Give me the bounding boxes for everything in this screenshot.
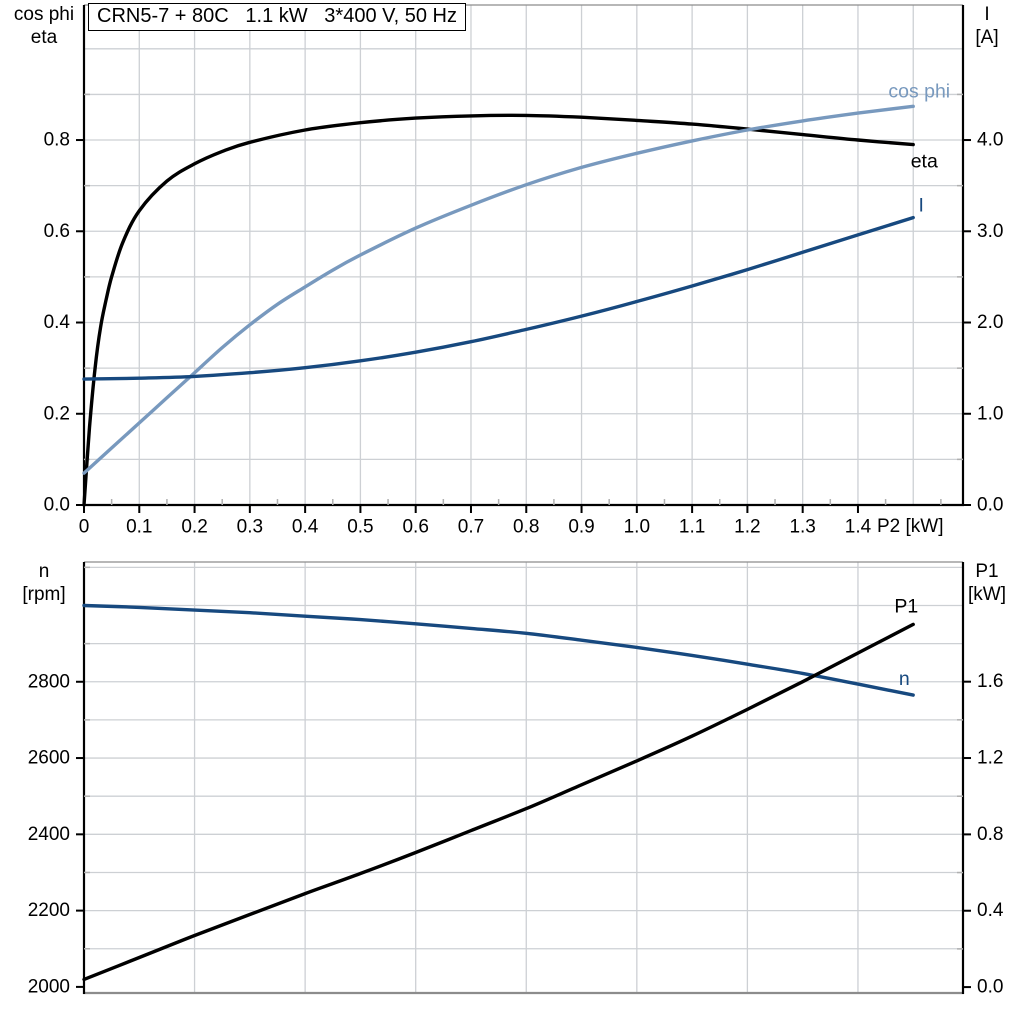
bottom-left-axis-label: n [rpm] [6, 560, 82, 606]
x-tick-label: 0.3 [237, 517, 263, 538]
p1-axis-label: P1 [975, 561, 999, 582]
right-tick-label: 4.0 [977, 130, 1003, 151]
left-tick-label: 0.0 [44, 495, 70, 516]
right-tick-label: 0.8 [977, 824, 1003, 845]
x-tick-label: 0.1 [126, 517, 152, 538]
left-tick-label: 2800 [28, 671, 70, 692]
chart-title: CRN5-7 + 80C 1.1 kW 3*400 V, 50 Hz [88, 3, 466, 31]
curve-label-cos-phi: cos phi [888, 80, 950, 102]
curve-label-n: n [899, 668, 910, 690]
left-tick-label: 0.4 [44, 312, 71, 333]
curve-label-P1: P1 [894, 595, 918, 617]
current-axis-unit: [A] [975, 27, 999, 48]
speed-axis-unit: [rpm] [22, 584, 66, 605]
curve-label-I: I [919, 195, 924, 217]
left-tick-label: 0.8 [44, 130, 70, 151]
curve-P1 [82, 622, 915, 982]
x-tick-label: 0.4 [292, 517, 319, 538]
left-tick-label: 0.2 [44, 403, 70, 424]
left-tick-label: 2400 [28, 824, 70, 845]
x-tick-label: 0.7 [458, 517, 484, 538]
top-left-axis-label: cos phi eta [6, 3, 82, 49]
curve-I [82, 215, 915, 381]
top-right-axis-label: I [A] [956, 3, 1018, 49]
current-axis-label: I [984, 4, 990, 25]
x-tick-label: 0.9 [568, 517, 594, 538]
x-tick-label: 1.1 [679, 517, 705, 538]
curve-eta [82, 113, 915, 507]
x-tick-label: 1.0 [624, 517, 650, 538]
right-tick-label: 0.0 [977, 977, 1003, 998]
x-tick-label: 0.8 [513, 517, 539, 538]
right-tick-label: 1.6 [977, 671, 1003, 692]
x-tick-label: 0.5 [347, 517, 373, 538]
x-tick-label: 0.6 [402, 517, 428, 538]
left-tick-label: 2000 [28, 976, 70, 997]
right-tick-label: 1.0 [977, 403, 1003, 424]
curve-cos-phi [82, 104, 915, 475]
chart-panel-1: 2000 2200 2400 2600 2800 0.0 0.4 0.8 1.2 1.6 n P1 [28, 561, 1004, 998]
curve-n [82, 603, 915, 697]
left-tick-label: 0.6 [44, 221, 70, 242]
x-tick-label: 1.2 [734, 517, 760, 538]
left-tick-label: 2200 [28, 900, 70, 921]
x-tick-label: 1.4 [845, 517, 872, 538]
x-axis-unit-label: P2 [kW] [877, 516, 944, 537]
speed-axis-label: n [38, 561, 50, 582]
eta-axis-label: eta [30, 27, 58, 48]
right-tick-label: 0.4 [977, 900, 1004, 921]
left-tick-label: 2600 [28, 748, 70, 769]
bottom-right-axis-label: P1 [kW] [954, 560, 1020, 606]
curve-label-eta: eta [911, 151, 938, 173]
p1-axis-unit: [kW] [968, 584, 1006, 605]
right-tick-label: 3.0 [977, 221, 1003, 242]
x-tick-label: 1.3 [789, 517, 815, 538]
cos-phi-axis-label: cos phi [13, 4, 75, 25]
right-tick-label: 1.2 [977, 748, 1003, 769]
chart-panel-0: 0 0.1 0.2 0.3 0.4 0.5 0.6 0.7 0.8 0.9 1.0 1.1 1.2 1.3… [44, 4, 1003, 538]
right-tick-label: 2.0 [977, 312, 1003, 333]
x-tick-label: 0.2 [181, 517, 207, 538]
right-tick-label: 0.0 [977, 495, 1003, 516]
x-tick-label: 0 [79, 517, 90, 538]
